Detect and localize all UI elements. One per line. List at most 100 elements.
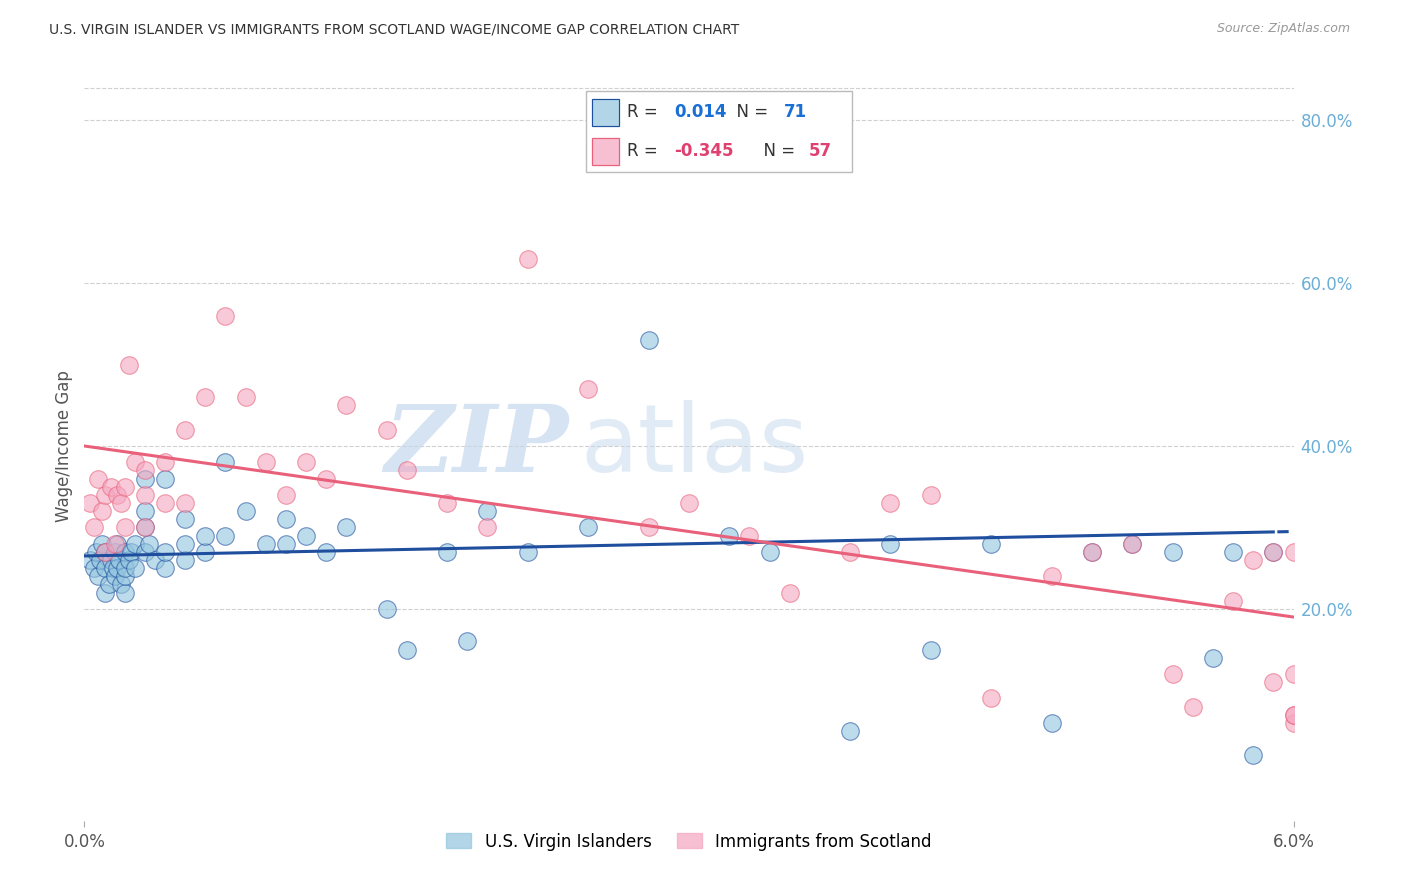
Point [153, 455, 176, 469]
Point [134, 463, 156, 477]
Point [1040, 569, 1063, 583]
Point [678, 496, 700, 510]
Point [214, 455, 236, 469]
Point [174, 537, 197, 551]
Point [93, 585, 115, 599]
Point [980, 537, 1002, 551]
Point [86, 545, 108, 559]
Point [104, 537, 127, 551]
Point [93, 545, 115, 559]
Text: N =: N = [725, 103, 773, 121]
Point [315, 472, 337, 486]
Point [839, 545, 862, 559]
Point [100, 553, 122, 567]
Point [1282, 707, 1305, 722]
Point [89, 553, 111, 567]
Point [194, 528, 217, 542]
Point [114, 545, 136, 559]
Point [138, 537, 160, 551]
Point [153, 496, 176, 510]
Point [477, 520, 499, 534]
Point [576, 382, 599, 396]
Point [87, 472, 110, 486]
Point [1222, 545, 1244, 559]
Y-axis label: Wage/Income Gap: Wage/Income Gap [55, 370, 73, 522]
Point [104, 569, 127, 583]
Point [118, 553, 141, 567]
Point [1263, 545, 1285, 559]
Point [79, 553, 101, 567]
Point [235, 504, 257, 518]
Point [124, 455, 146, 469]
Point [214, 309, 236, 323]
Point [110, 577, 132, 591]
Point [1081, 545, 1104, 559]
Point [174, 423, 197, 437]
Bar [592, 138, 619, 165]
Point [395, 463, 418, 477]
Point [174, 553, 197, 567]
Point [779, 585, 801, 599]
Text: N =: N = [754, 142, 801, 160]
Point [105, 537, 128, 551]
Point [274, 537, 297, 551]
Point [456, 634, 478, 648]
Text: R =: R = [627, 142, 664, 160]
Point [114, 585, 136, 599]
Point [114, 520, 136, 534]
Point [1282, 707, 1305, 722]
Point [254, 455, 277, 469]
FancyBboxPatch shape [586, 91, 852, 172]
Point [134, 520, 156, 534]
Point [375, 602, 398, 616]
Point [375, 423, 398, 437]
Point [120, 545, 142, 559]
Point [1081, 545, 1104, 559]
Text: 71: 71 [783, 103, 807, 121]
Point [758, 545, 780, 559]
Point [516, 545, 538, 559]
Text: 0.014: 0.014 [673, 103, 727, 121]
Point [174, 496, 197, 510]
Point [637, 520, 659, 534]
Point [254, 537, 277, 551]
Point [738, 528, 761, 542]
Point [79, 496, 101, 510]
Point [93, 488, 115, 502]
Point [576, 520, 599, 534]
Point [194, 390, 217, 404]
Point [118, 358, 141, 372]
Point [477, 504, 499, 518]
Point [1181, 699, 1204, 714]
Text: R =: R = [627, 103, 664, 121]
Text: -0.345: -0.345 [673, 142, 734, 160]
Point [1282, 545, 1305, 559]
Point [335, 398, 357, 412]
Point [920, 642, 942, 657]
Point [114, 569, 136, 583]
Point [114, 480, 136, 494]
Text: Source: ZipAtlas.com: Source: ZipAtlas.com [1216, 22, 1350, 36]
Point [174, 512, 197, 526]
Point [194, 545, 217, 559]
Point [1161, 667, 1184, 681]
Point [274, 488, 297, 502]
Bar [592, 98, 619, 126]
Point [1241, 553, 1264, 567]
Point [235, 390, 257, 404]
Point [87, 569, 110, 583]
Point [97, 577, 120, 591]
Point [1282, 667, 1305, 681]
Point [718, 528, 741, 542]
Point [110, 496, 132, 510]
Point [107, 553, 129, 567]
Bar [592, 138, 619, 165]
Bar [592, 98, 619, 126]
Point [295, 455, 318, 469]
Point [134, 504, 156, 518]
Point [124, 537, 146, 551]
Point [1241, 748, 1264, 763]
Point [1121, 537, 1143, 551]
Point [295, 528, 318, 542]
Point [91, 537, 114, 551]
